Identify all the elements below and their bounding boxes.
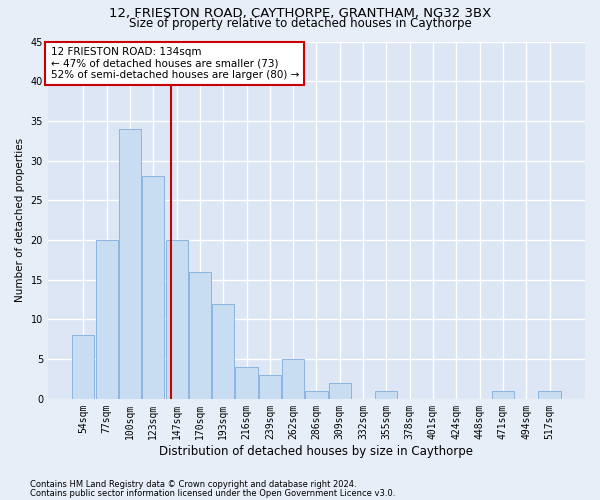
Bar	[538, 391, 560, 399]
Bar	[212, 304, 235, 399]
Bar	[376, 391, 397, 399]
Text: Contains public sector information licensed under the Open Government Licence v3: Contains public sector information licen…	[30, 488, 395, 498]
Bar	[305, 391, 328, 399]
Text: 12, FRIESTON ROAD, CAYTHORPE, GRANTHAM, NG32 3BX: 12, FRIESTON ROAD, CAYTHORPE, GRANTHAM, …	[109, 8, 491, 20]
Bar	[166, 240, 188, 399]
Bar	[119, 129, 141, 399]
Text: Size of property relative to detached houses in Caythorpe: Size of property relative to detached ho…	[128, 18, 472, 30]
Bar	[95, 240, 118, 399]
Bar	[329, 383, 351, 399]
Bar	[282, 359, 304, 399]
Bar	[259, 375, 281, 399]
Bar	[142, 176, 164, 399]
Bar	[235, 367, 257, 399]
Bar	[492, 391, 514, 399]
Text: 12 FRIESTON ROAD: 134sqm
← 47% of detached houses are smaller (73)
52% of semi-d: 12 FRIESTON ROAD: 134sqm ← 47% of detach…	[50, 47, 299, 80]
X-axis label: Distribution of detached houses by size in Caythorpe: Distribution of detached houses by size …	[160, 444, 473, 458]
Bar	[73, 336, 94, 399]
Bar	[189, 272, 211, 399]
Y-axis label: Number of detached properties: Number of detached properties	[15, 138, 25, 302]
Text: Contains HM Land Registry data © Crown copyright and database right 2024.: Contains HM Land Registry data © Crown c…	[30, 480, 356, 489]
